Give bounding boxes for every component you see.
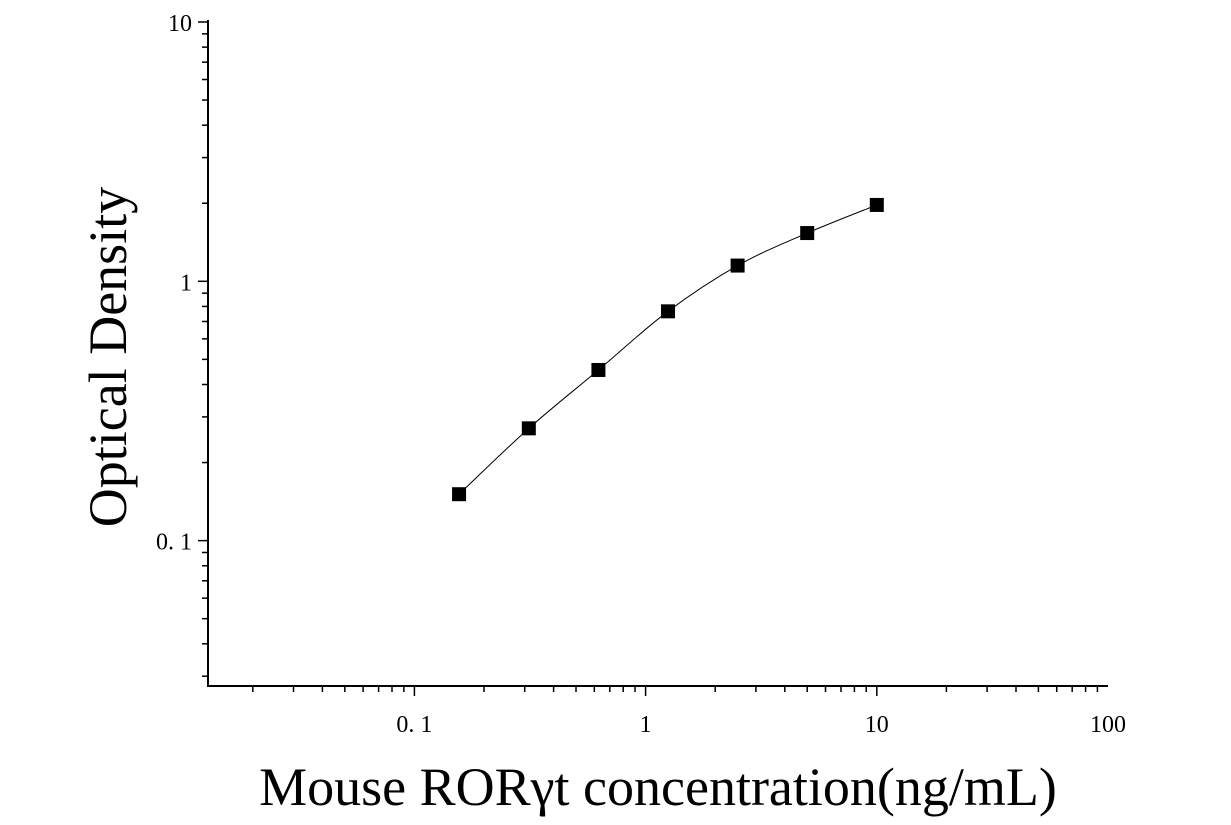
data-point: [730, 258, 745, 273]
x-tick-label: 1: [640, 712, 652, 738]
data-point: [591, 362, 606, 377]
axes: [207, 20, 1108, 687]
data-point: [452, 487, 467, 502]
y-tick-label: 0. 1: [156, 530, 192, 556]
y-axis-title: Optical Density: [78, 187, 138, 527]
y-tick-label: 1: [180, 270, 192, 296]
x-axis-title: Mouse RORγt concentration(ng/mL): [259, 757, 1057, 817]
fit-curve: [458, 204, 877, 495]
data-point: [800, 226, 815, 241]
ticks: [198, 21, 1099, 696]
tick-labels: 0. 1 1 10 100 0. 1 1 10: [156, 11, 1126, 738]
y-tick-label: 10: [168, 11, 192, 37]
data-point: [521, 421, 536, 436]
x-tick-label: 100: [1090, 712, 1126, 738]
x-tick-label: 0. 1: [396, 712, 432, 738]
data-markers: [452, 197, 884, 502]
data-point: [661, 304, 676, 319]
data-point: [869, 197, 884, 212]
x-tick-label: 10: [865, 712, 889, 738]
